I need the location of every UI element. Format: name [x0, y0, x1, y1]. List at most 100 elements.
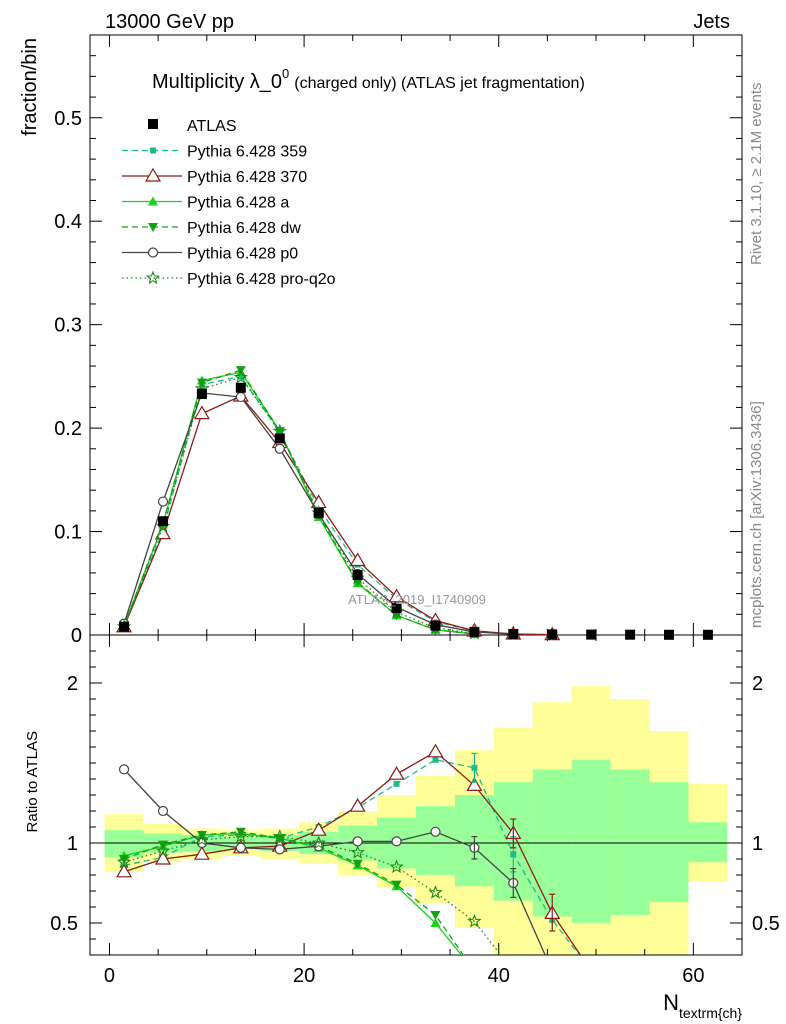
ratio-series-line: [123, 831, 465, 955]
band-inner-bin: [649, 782, 689, 903]
atlas-data-point: [625, 629, 636, 640]
atlas-data-point: [702, 629, 713, 640]
ratio-series-point: [274, 844, 285, 855]
ratio-series-point: [393, 780, 400, 787]
legend-marker: [144, 167, 162, 182]
legend-label: Pythia 6.428 dw: [187, 220, 301, 237]
legend-marker: [148, 223, 158, 232]
ratio-series-point: [196, 831, 207, 840]
main-y-tick-label: 0.3: [54, 315, 82, 337]
legend: ATLAS Pythia 6.428 359 Pythia 6.428 370 Pyt…: [122, 118, 336, 288]
atlas-data-point: [469, 626, 480, 637]
ratio-series-point: [432, 756, 439, 763]
ratio-y-tick-label-right: 0.5: [752, 913, 780, 935]
main-y-tick-label: 0.5: [54, 108, 82, 130]
category-label: Jets: [693, 11, 730, 33]
ratio-y-tick-label-right: 1: [752, 833, 763, 855]
main-series: [116, 366, 713, 641]
atlas-data-point: [119, 621, 130, 632]
band-inner-bin: [610, 769, 650, 915]
ratio-series-point: [272, 829, 287, 843]
legend-label: Pythia 6.428 p0: [187, 246, 298, 263]
atlas-data-point: [664, 629, 675, 640]
ratio-series-point: [310, 822, 327, 836]
main-series-point: [274, 443, 285, 454]
ratio-series-point: [155, 843, 171, 858]
main-y-tick-label: 0.2: [54, 418, 82, 440]
band-inner-bin: [571, 759, 611, 923]
chart-title-main: Multiplicity λ_0: [152, 71, 282, 93]
side-label-top: Rivet 3.1.10, ≥ 2.1M events: [748, 83, 765, 266]
ratio-series-point: [388, 766, 405, 780]
ratio-series-point: [428, 885, 443, 899]
ratio-series-point: [427, 743, 444, 758]
chart-title: Multiplicity λ_00 (charged only) (ATLAS j…: [152, 66, 585, 93]
ratio-series-point: [430, 911, 441, 920]
ratio-series-point: [193, 846, 210, 860]
ratio-y-tick-label: 1: [67, 833, 78, 855]
x-axis-label-sub: textrm{ch}: [679, 1005, 742, 1021]
ratio-uncertainty-bands: [90, 686, 742, 955]
ratio-series-clipped: [116, 743, 582, 955]
legend-label: Pythia 6.428 a: [187, 195, 289, 212]
atlas-data-point: [235, 382, 246, 393]
main-series-point: [233, 369, 248, 384]
atlas-data-point: [196, 388, 207, 399]
atlas-data-point: [313, 507, 324, 518]
ratio-y-tick-label: 0.5: [50, 913, 78, 935]
x-axis-label-main: N: [663, 990, 679, 1015]
ratio-series-point: [391, 836, 402, 847]
ratio-series-point: [157, 805, 169, 817]
ratio-series-point: [350, 845, 365, 859]
ratio-series-point: [194, 832, 210, 846]
ratio-series-point: [311, 835, 326, 850]
main-series-point: [349, 552, 366, 567]
legend-atlas-marker: [148, 119, 158, 129]
atlas-data-point: [352, 570, 363, 580]
legend-label: Pythia 6.428 359: [187, 144, 307, 161]
legend-atlas-label: ATLAS: [187, 118, 237, 135]
atlas-data-point: [508, 628, 519, 639]
analysis-watermark: ATLAS_2019_I1740909: [348, 592, 486, 607]
ratio-series-point: [235, 827, 246, 837]
ratio-series-point: [352, 836, 363, 847]
main-series-point: [193, 405, 210, 420]
atlas-data-point: [430, 620, 441, 631]
atlas-data-point: [157, 516, 168, 527]
ratio-series-point: [467, 913, 482, 928]
energy-label: 13000 GeV pp: [105, 11, 234, 33]
main-y-axis-label: fraction/bin: [19, 38, 41, 136]
x-tick-label: 40: [488, 965, 510, 987]
legend-label: Pythia 6.428 370: [187, 169, 307, 186]
ratio-series-point: [233, 829, 248, 843]
ratio-series-line: [123, 835, 502, 955]
chart-title-rest: (charged only) (ATLAS jet fragmentation): [294, 75, 585, 92]
main-series-line: [123, 375, 553, 636]
main-y-tick-label: 0.4: [54, 211, 82, 233]
labels: 13000 GeV pp Jets Multiplicity λ_00(char…: [19, 11, 765, 1021]
legend-label: Pythia 6.428 pro-q2o: [187, 271, 336, 288]
main-series-point: [388, 588, 405, 603]
chart-title-sup: 0: [282, 66, 289, 81]
main-series-line: [123, 369, 475, 635]
ratio-series-point: [389, 859, 404, 874]
ratio-series-point: [391, 880, 402, 890]
main-series-point: [237, 373, 244, 380]
band-inner-bin: [688, 822, 728, 863]
ratio-series-point: [119, 855, 130, 864]
axis-ticks: 0 20 40 60 0 0.1 0.2 0.3 0.4 0.5 0.5 0.5 1 1 2 2: [50, 35, 780, 987]
ratio-series: [116, 743, 582, 955]
main-series-point: [157, 496, 169, 507]
atlas-data-point: [586, 629, 597, 640]
ratio-series-point: [466, 777, 483, 792]
ratio-series-point: [118, 764, 130, 775]
x-tick-label: 60: [682, 965, 704, 987]
main-y-tick-label: 0.1: [54, 522, 82, 544]
ratio-series-point: [235, 842, 246, 853]
x-tick-label: 0: [104, 965, 115, 987]
atlas-data-point: [274, 433, 285, 444]
ratio-series-point: [349, 798, 366, 812]
main-series-point: [235, 391, 246, 403]
band-inner-bin: [416, 806, 455, 875]
